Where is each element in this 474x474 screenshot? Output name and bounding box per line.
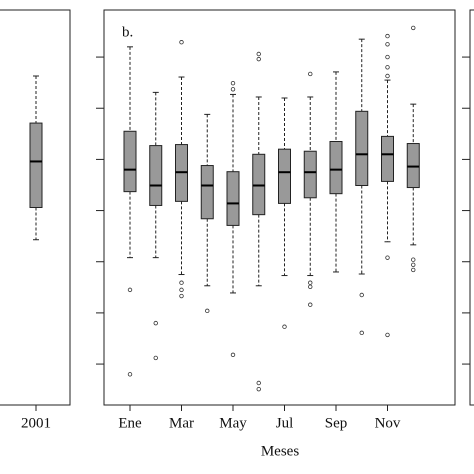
outlier [385,42,390,47]
outlier [230,80,236,86]
x-tick-label: Jul [276,415,294,431]
outlier [308,71,313,77]
outlier [385,73,390,79]
outlier [385,255,390,260]
outlier [385,54,390,60]
outlier [179,280,184,285]
outlier [359,292,364,298]
outlier [153,355,158,361]
outlier [256,386,261,392]
outlier [153,320,158,326]
outlier [308,302,313,307]
outlier [230,352,236,358]
box [303,150,317,199]
outlier [205,308,210,314]
x-tick-label: May [219,415,247,431]
outlier [127,372,133,377]
outlier [179,293,184,299]
box [406,143,420,189]
box [381,135,394,182]
outlier [411,25,416,31]
x-tick-label: Mar [169,415,194,431]
panel-left [0,9,71,406]
outlier [411,262,416,268]
box [226,171,240,226]
outlier [308,280,313,285]
outlier [127,287,133,293]
box [355,110,369,186]
outlier [411,267,416,273]
x-tick-label: Ene [118,415,142,431]
box [200,165,214,220]
panel-main [103,9,456,406]
box [329,140,343,195]
panel-label: b. [122,24,133,40]
box [29,122,43,208]
outlier [385,332,390,338]
x-tick-label: Nov [375,415,401,431]
outlier [411,257,416,262]
box [278,148,291,204]
outlier [308,284,313,290]
panel-right [469,9,474,406]
outlier [282,324,287,329]
outlier [256,51,261,57]
outlier [359,330,364,336]
x-tick-label: 2001 [21,415,51,431]
outlier [256,380,261,386]
outlier [385,65,390,70]
outlier [230,87,236,92]
outlier [256,56,261,62]
box [149,145,163,206]
outlier [179,40,184,45]
x-axis-label: Meses [261,443,299,459]
box [252,153,266,216]
outlier [385,33,390,39]
outlier [179,287,184,293]
box [123,130,137,193]
x-tick-label: Sep [325,415,348,431]
